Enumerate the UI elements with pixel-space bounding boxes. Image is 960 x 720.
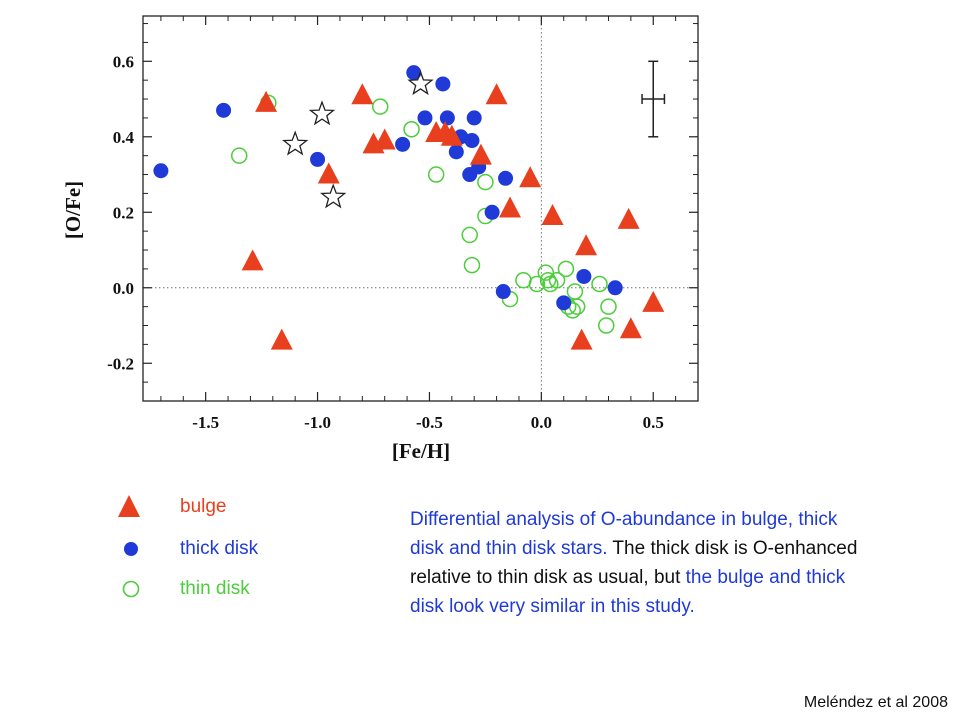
y-tick-label: -0.2 xyxy=(107,354,134,373)
y-tick-label: 0.4 xyxy=(113,128,135,147)
scatter-chart: -1.5 -1.0 -0.5 0.0 0.5 -0.2 0.0 0.2 0.4 0.6 [Fe/H… xyxy=(61,15,699,463)
legend-item-bulge: bulge xyxy=(110,490,310,520)
legend: bulge thick disk thin disk xyxy=(110,490,310,610)
point-bulge xyxy=(351,83,374,105)
point-thin-disk xyxy=(461,226,478,244)
legend-label-thick-disk: thick disk xyxy=(180,538,259,559)
point-bulge xyxy=(619,317,642,339)
point-bulge xyxy=(519,166,542,188)
point-bulge xyxy=(469,143,492,165)
point-bulge xyxy=(270,328,293,350)
point-thick-disk xyxy=(576,268,592,284)
note-part-1: Differential analysis of O-abundance in … xyxy=(410,509,838,559)
point-thick-disk xyxy=(406,65,422,81)
point-thin-disk xyxy=(600,298,617,315)
y-tick-label: 0.6 xyxy=(113,52,134,71)
point-bulge xyxy=(541,204,564,226)
green-open-circle-icon xyxy=(122,580,140,598)
plot-frame xyxy=(142,15,699,402)
point-thick-disk xyxy=(216,102,232,118)
point-star xyxy=(308,100,336,126)
point-thick-disk xyxy=(435,76,451,92)
credit-citation: Meléndez et al 2008 xyxy=(803,694,948,711)
point-thick-disk xyxy=(484,204,500,220)
x-tick-label: -0.5 xyxy=(416,413,443,432)
point-bulge xyxy=(642,290,665,312)
point-bulge xyxy=(485,83,508,105)
point-thick-disk xyxy=(498,170,514,186)
legend-label-bulge: bulge xyxy=(180,496,227,517)
point-thick-disk xyxy=(607,280,623,296)
point-bulge xyxy=(241,249,264,271)
point-thin-disk xyxy=(537,264,555,281)
point-bulge xyxy=(617,207,640,229)
point-thick-disk xyxy=(153,163,169,179)
legend-item-thick-disk: thick disk xyxy=(110,532,310,562)
point-bulge xyxy=(373,128,396,150)
caption-note: Differential analysis of O-abundance in … xyxy=(410,505,870,621)
point-bulge xyxy=(575,234,598,256)
point-thin-disk xyxy=(463,256,481,274)
x-axis-title: [Fe/H] xyxy=(392,439,450,463)
legend-item-thin-disk: thin disk xyxy=(110,572,310,602)
point-thin-disk xyxy=(548,271,566,289)
note-part-2: The thick disk is O-enhanced relative to… xyxy=(410,538,858,588)
point-thick-disk xyxy=(556,295,572,311)
red-triangle-icon xyxy=(118,495,140,517)
point-thin-disk xyxy=(557,260,575,278)
y-tick-label: 0.0 xyxy=(113,279,134,298)
x-tick-label: -1.5 xyxy=(192,413,219,432)
x-tick-label: 0.5 xyxy=(643,413,664,432)
point-thin-disk xyxy=(539,271,557,289)
x-tick-label: 0.0 xyxy=(531,413,552,432)
point-thin-disk xyxy=(597,317,615,334)
point-thin-disk xyxy=(515,271,532,289)
point-bulge xyxy=(317,162,340,184)
point-thin-disk xyxy=(230,147,248,164)
legend-label-thin-disk: thin disk xyxy=(180,578,250,599)
x-tick-label: -1.0 xyxy=(304,413,331,432)
point-thin-disk xyxy=(568,298,586,315)
point-thin-disk xyxy=(528,275,546,293)
point-thin-disk xyxy=(566,283,584,300)
point-thick-disk xyxy=(417,110,433,126)
point-star xyxy=(320,183,347,209)
point-star xyxy=(282,130,309,156)
point-thin-disk xyxy=(371,98,389,115)
point-thick-disk xyxy=(464,133,480,149)
point-thick-disk xyxy=(395,136,411,152)
point-bulge xyxy=(499,196,522,218)
point-thin-disk xyxy=(477,173,494,191)
point-bulge xyxy=(570,328,593,350)
note-part-3: the bulge and thick disk look very simil… xyxy=(410,567,846,617)
blue-dot-icon xyxy=(124,542,138,556)
point-thin-disk xyxy=(403,120,420,138)
point-thick-disk xyxy=(466,110,482,126)
point-thick-disk xyxy=(448,144,464,160)
point-thick-disk xyxy=(495,284,511,300)
point-thin-disk xyxy=(564,302,581,319)
y-axis-title: [O/Fe] xyxy=(61,181,85,239)
point-thick-disk xyxy=(310,151,326,167)
point-bulge xyxy=(440,124,463,146)
point-bulge xyxy=(255,90,278,112)
y-tick-label: 0.2 xyxy=(113,203,134,222)
point-thin-disk xyxy=(427,166,445,183)
point-thick-disk xyxy=(439,110,455,126)
point-thin-disk xyxy=(591,275,608,293)
point-star xyxy=(407,69,434,96)
